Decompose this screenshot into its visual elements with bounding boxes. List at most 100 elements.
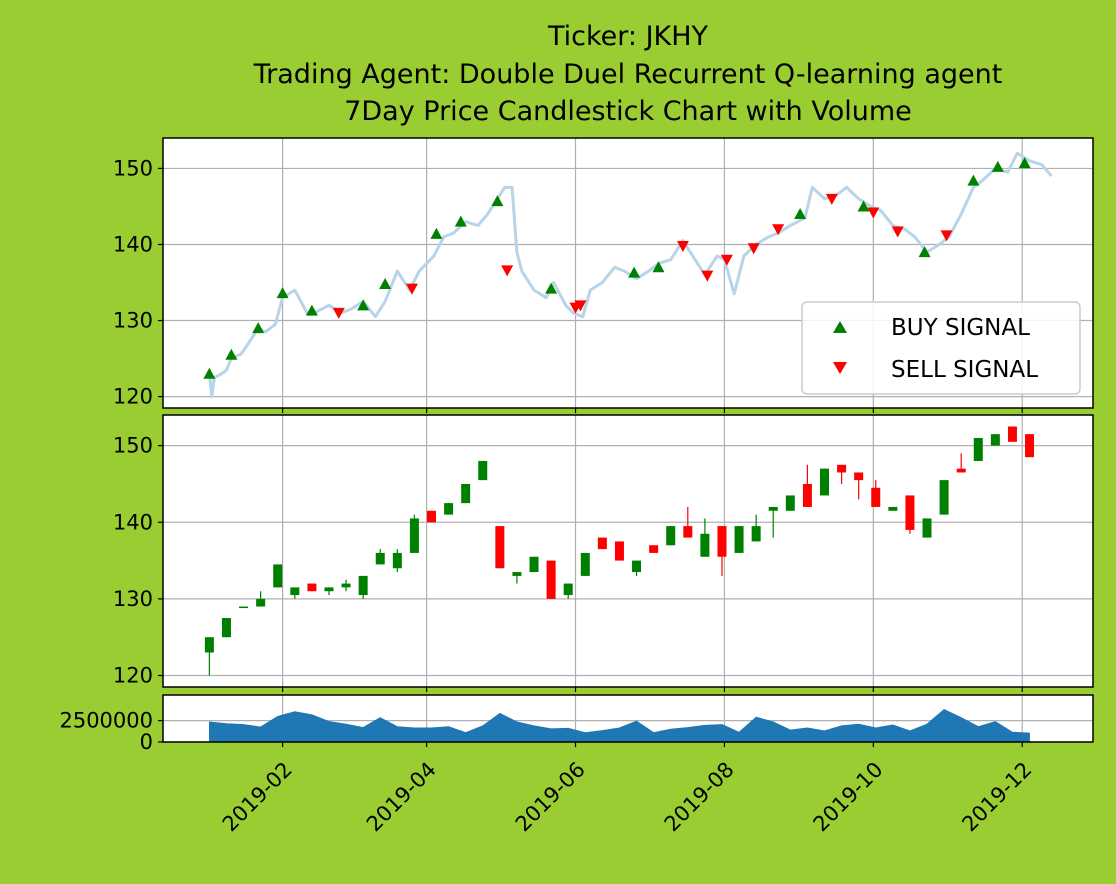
sell-signal-marker [701,270,714,282]
candle-body [649,545,659,553]
candle-body [888,506,898,511]
candle-body [221,618,231,638]
volume-area [209,709,1030,743]
buy-signal-marker [430,227,443,239]
candle-body [307,583,317,592]
candle-y-tick-label: 130 [113,587,153,611]
candle-body [427,510,437,523]
candle-body [717,526,727,557]
price-y-tick-label: 120 [113,385,153,409]
candle-body [614,541,624,561]
candle-body [375,552,385,565]
price-y-tick-label: 140 [113,232,153,256]
candle-body [444,503,454,515]
candle-body [290,587,300,596]
sell-signal-marker [825,193,838,205]
buy-signal-marker [305,304,318,316]
legend-sell-label: SELL SIGNAL [891,357,1038,383]
sell-signal-marker [891,226,904,238]
candle-body [768,506,778,511]
legend: BUY SIGNAL SELL SIGNAL [801,301,1081,395]
volume-panel-frame [162,694,1094,743]
sell-signal-marker [867,207,880,219]
price-y-tick-label: 130 [113,309,153,333]
candle-body [273,564,283,588]
price-y-tick-label: 150 [113,156,153,180]
buy-signal-marker [991,160,1004,172]
volume-layer [209,709,1030,743]
sell-signal-marker [574,300,587,312]
candle-body [939,480,949,515]
buy-signal-marker [918,246,931,258]
candle-body [204,637,214,653]
buy-signal-marker [652,261,665,273]
candle-panel-bg [163,415,1093,687]
candle-body [256,598,266,607]
volume-y-tick-label: 2500000 [59,709,153,733]
buy-signal-marker [252,322,265,334]
candle-body [324,587,334,592]
candle-body [409,518,419,553]
title-line-2: Trading Agent: Double Duel Recurrent Q-l… [253,59,1003,90]
buy-signal-marker [225,348,238,360]
candle-body [922,518,932,538]
buy-signal-marker [628,266,641,278]
sell-signal-marker [332,307,345,319]
candle-body [478,460,488,481]
signal-layer [203,157,1031,379]
candle-body [802,483,812,507]
title-line-1: Ticker: JKHY [547,21,709,52]
candle-body [461,483,471,504]
sell-signal-marker [747,243,760,255]
buy-signal-marker [545,282,558,294]
candle-body [837,464,847,473]
sell-signal-marker [405,283,418,295]
candle-body [854,472,864,481]
candle-body [546,560,556,599]
buy-signal-marker [857,200,870,212]
candle-body [512,572,522,576]
price-panel-frame [162,137,1094,409]
candle-body [341,583,351,588]
candle-body [392,552,402,569]
candle-body [905,495,915,530]
candle-layer [204,426,1035,676]
buy-signal-marker [203,367,216,379]
sell-signal-marker [720,254,733,266]
candle-body [529,556,539,573]
sell-signal-marker [772,224,785,236]
buy-signal-marker [967,174,980,186]
candle-body [580,552,590,576]
candle-body [239,606,249,609]
legend-buy-label: BUY SIGNAL [891,315,1030,341]
candle-body [666,526,676,546]
candle-body [871,487,881,507]
legend-box [801,301,1081,395]
title-line-3: 7Day Price Candlestick Chart with Volume [344,96,912,127]
candle-y-tick-label: 120 [113,664,153,688]
volume-y-tick-label: 0 [140,730,153,754]
candle-body [563,583,573,596]
legend-sell-marker [833,362,847,374]
chart-title: Ticker: JKHY Trading Agent: Double Duel … [253,21,1003,127]
candle-body [990,434,1000,446]
candle-body [495,526,505,569]
legend-buy-marker [833,321,847,333]
candle-y-tick-label: 150 [113,434,153,458]
candle-body [597,537,607,550]
candle-body [700,533,710,557]
candle-body [751,526,761,542]
buy-signal-marker [357,299,370,311]
buy-signal-marker [1018,157,1031,169]
candle-body [785,495,795,511]
candle-body [956,468,966,473]
sell-signal-marker [676,241,689,252]
candle-y-tick-label: 140 [113,510,153,534]
candle-body [683,526,693,538]
candle-body [734,526,744,553]
candle-body [1025,434,1035,458]
candle-body [819,468,829,496]
buy-signal-marker [794,208,807,220]
buy-signal-marker [491,195,504,207]
